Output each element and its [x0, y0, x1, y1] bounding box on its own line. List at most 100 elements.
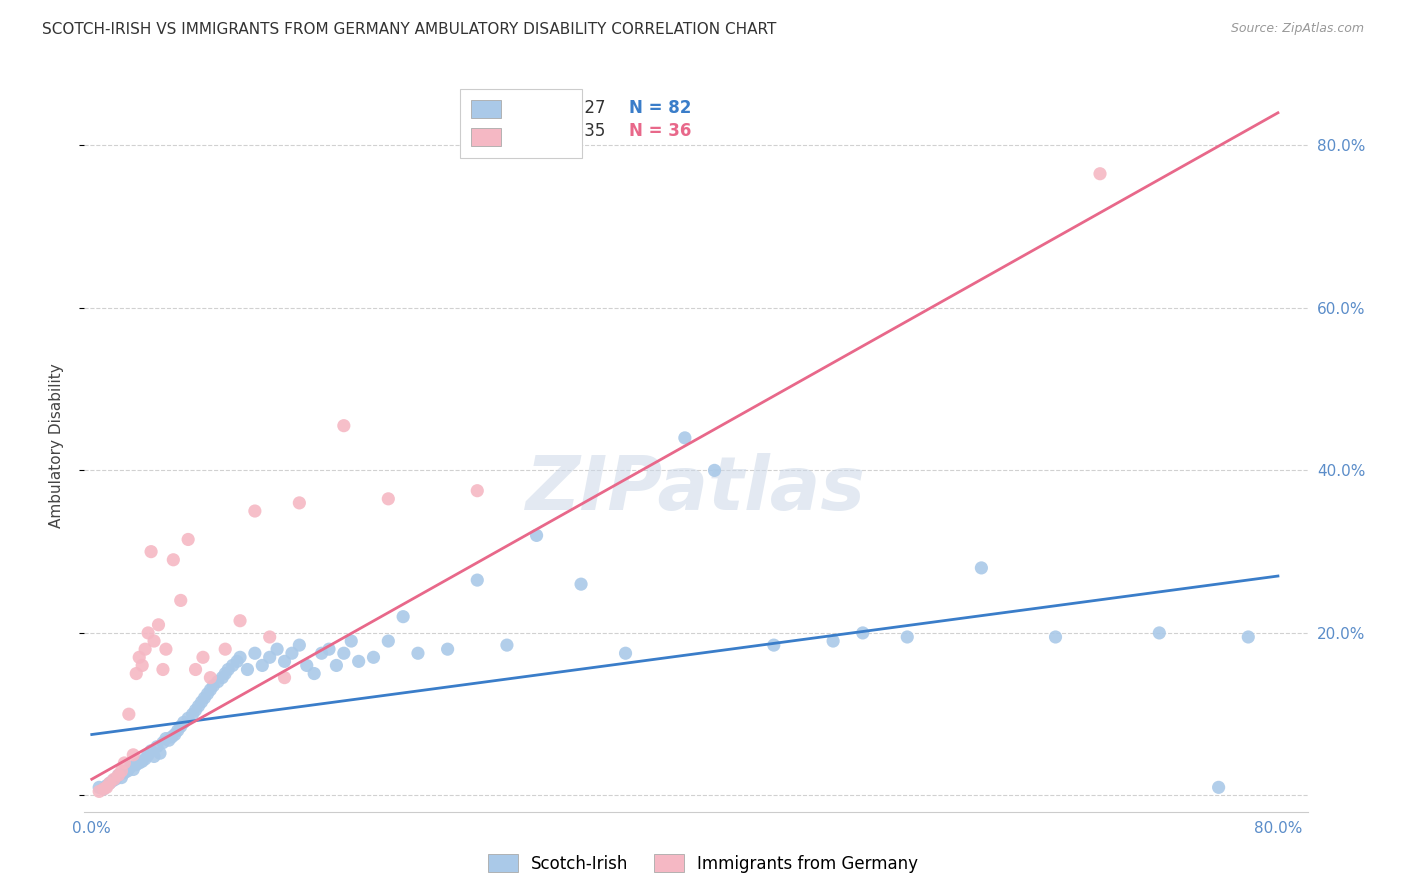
Point	[107, 768, 129, 782]
Point	[143, 749, 166, 764]
Point	[134, 642, 156, 657]
Point	[96, 780, 118, 795]
Point	[112, 756, 135, 770]
Point	[896, 630, 918, 644]
Point	[1149, 626, 1171, 640]
Point	[214, 642, 236, 657]
Point	[266, 642, 288, 657]
Point	[93, 781, 115, 796]
Legend: R_blue, R_pink: R_blue, R_pink	[460, 88, 582, 158]
Point	[112, 765, 135, 780]
Point	[148, 617, 170, 632]
Point	[1208, 780, 1230, 795]
Point	[118, 707, 141, 722]
Point	[377, 634, 399, 648]
Text: SCOTCH-IRISH VS IMMIGRANTS FROM GERMANY AMBULATORY DISABILITY CORRELATION CHART: SCOTCH-IRISH VS IMMIGRANTS FROM GERMANY …	[42, 22, 776, 37]
Text: R = 0.835: R = 0.835	[522, 122, 606, 140]
Point	[184, 703, 207, 717]
Point	[295, 658, 318, 673]
Point	[110, 764, 132, 778]
Y-axis label: Ambulatory Disability: Ambulatory Disability	[49, 364, 63, 528]
Point	[177, 533, 200, 547]
Point	[333, 646, 356, 660]
Point	[259, 630, 281, 644]
Point	[146, 739, 169, 754]
Point	[288, 638, 311, 652]
Point	[117, 764, 139, 778]
Point	[152, 736, 174, 750]
Point	[136, 626, 159, 640]
Point	[229, 650, 252, 665]
Point	[181, 707, 204, 722]
Point	[221, 658, 243, 673]
Point	[252, 658, 274, 673]
Point	[392, 609, 415, 624]
Point	[406, 646, 429, 660]
Point	[226, 654, 249, 668]
Point	[526, 528, 548, 542]
Point	[259, 650, 281, 665]
Point	[93, 781, 115, 796]
Point	[128, 756, 150, 770]
Point	[211, 671, 233, 685]
Point	[157, 733, 180, 747]
Point	[207, 674, 229, 689]
Point	[187, 699, 209, 714]
Point	[162, 553, 184, 567]
Point	[120, 760, 142, 774]
Point	[110, 771, 132, 785]
Point	[166, 723, 188, 738]
Point	[1237, 630, 1260, 644]
Point	[325, 658, 347, 673]
Point	[98, 776, 121, 790]
Point	[173, 715, 195, 730]
Point	[436, 642, 458, 657]
Point	[614, 646, 637, 660]
Point	[177, 711, 200, 725]
Point	[155, 731, 177, 746]
Point	[311, 646, 333, 660]
Point	[273, 654, 295, 668]
Point	[1088, 167, 1111, 181]
Point	[107, 768, 129, 782]
Point	[139, 744, 162, 758]
Point	[143, 634, 166, 648]
Point	[200, 671, 222, 685]
Point	[122, 763, 145, 777]
Text: R = 0.327: R = 0.327	[522, 99, 606, 117]
Point	[193, 690, 215, 705]
Point	[288, 496, 311, 510]
Point	[131, 658, 153, 673]
Point	[103, 772, 125, 787]
Point	[243, 646, 266, 660]
Point	[89, 780, 111, 795]
Legend: Scotch-Irish, Immigrants from Germany: Scotch-Irish, Immigrants from Germany	[481, 847, 925, 880]
Point	[163, 727, 186, 741]
Point	[155, 642, 177, 657]
Point	[214, 666, 236, 681]
Text: ZIPatlas: ZIPatlas	[526, 453, 866, 526]
Point	[273, 671, 295, 685]
Point	[104, 772, 127, 787]
Point	[202, 679, 225, 693]
Point	[160, 730, 183, 744]
Point	[170, 719, 193, 733]
Point	[170, 593, 193, 607]
Point	[302, 666, 325, 681]
Point	[852, 626, 875, 640]
Point	[128, 650, 150, 665]
Point	[101, 773, 124, 788]
Point	[125, 666, 148, 681]
Point	[569, 577, 592, 591]
Point	[122, 747, 145, 762]
Point	[89, 784, 111, 798]
Point	[197, 687, 219, 701]
Point	[465, 573, 488, 587]
Point	[149, 746, 172, 760]
Point	[190, 695, 212, 709]
Point	[125, 757, 148, 772]
Point	[823, 634, 845, 648]
Point	[318, 642, 340, 657]
Point	[363, 650, 385, 665]
Point	[236, 663, 259, 677]
